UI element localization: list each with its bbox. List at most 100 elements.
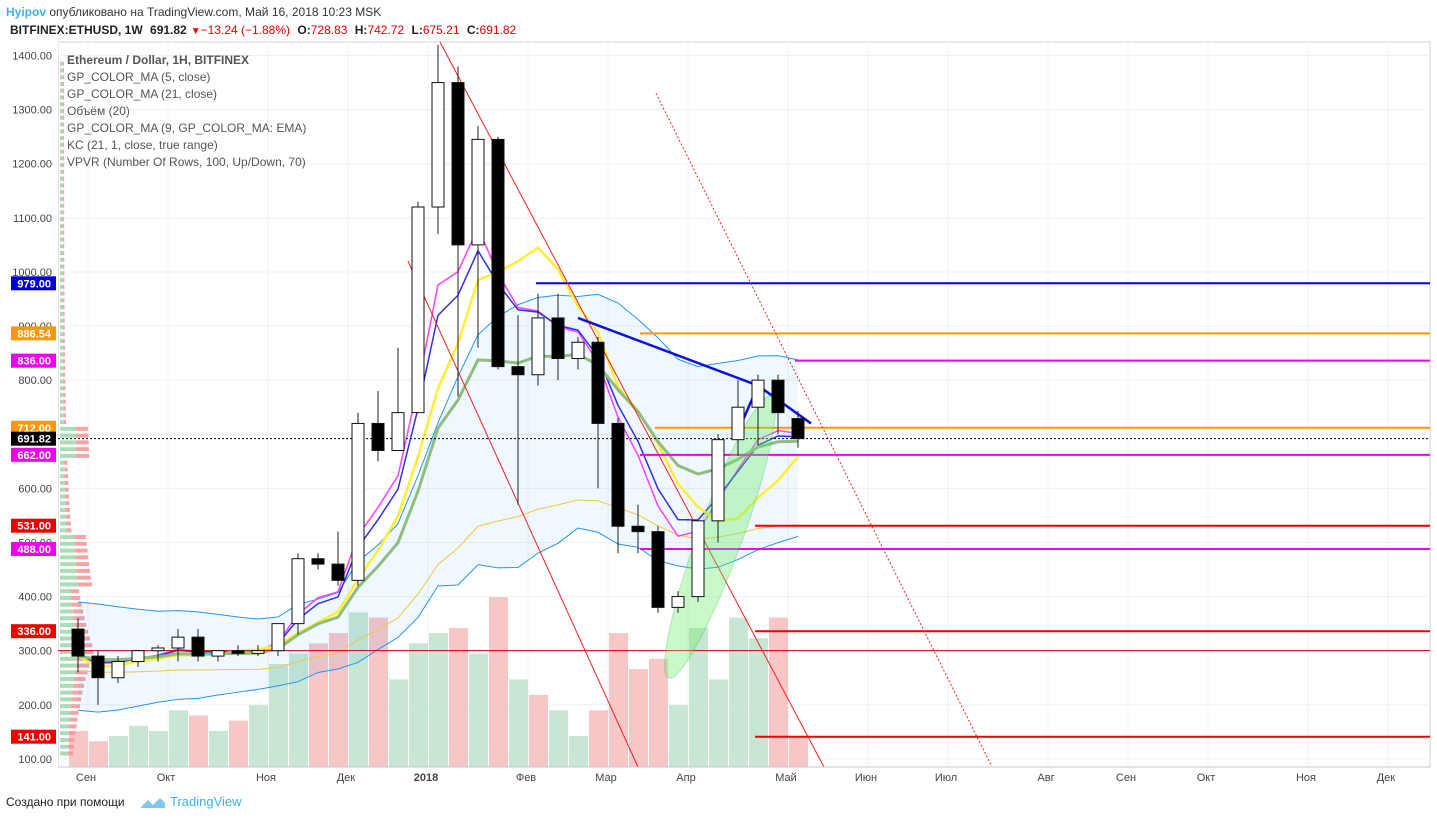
volume-profile-up-bar <box>60 156 63 161</box>
volume-bar <box>729 617 748 767</box>
candle-body <box>91 655 105 679</box>
volume-profile-up-bar <box>60 453 77 458</box>
candle <box>651 526 665 613</box>
candle <box>71 618 85 673</box>
volume-profile-up-bar <box>60 102 63 107</box>
volume-bar <box>749 638 768 767</box>
volume-profile-down-bar <box>62 365 66 370</box>
candle <box>371 390 385 462</box>
price-level-tag <box>11 541 56 556</box>
volume-profile-down-bar <box>62 230 65 235</box>
volume-bar <box>89 741 108 767</box>
volume-profile-up-bar <box>60 562 76 567</box>
ohlc-low: 675.21 <box>422 23 460 37</box>
volume-profile-up-bar <box>60 95 63 100</box>
candle <box>271 623 285 657</box>
volume-profile-up-bar <box>60 142 63 147</box>
time-axis-tick-label: Сен <box>1116 772 1136 784</box>
volume-profile-down-bar <box>62 75 65 80</box>
volume-bar <box>169 710 188 767</box>
candle-body <box>711 439 725 522</box>
volume-profile-up-bar <box>60 656 78 661</box>
price-level-tag <box>11 276 56 291</box>
candle <box>671 591 685 613</box>
price-level-label: 141.00 <box>17 732 51 744</box>
legend-item: GP_COLOR_MA (9, GP_COLOR_MA: EMA) <box>67 121 306 135</box>
legend-item: GP_COLOR_MA (21, close) <box>67 87 217 101</box>
price-axis-tick-label: 1200.00 <box>12 159 52 171</box>
ohlc-high-label: H: <box>354 23 368 37</box>
volume-profile-up-bar <box>60 460 65 465</box>
volume-profile-down-bar <box>62 257 65 262</box>
volume-profile-up-bar <box>60 528 67 533</box>
author-link[interactable]: Hyipov <box>6 5 47 19</box>
volume-profile-down-bar <box>62 102 65 107</box>
ohlc-high: 742.72 <box>367 23 405 37</box>
volume-profile-up-bar <box>60 217 63 222</box>
volume-profile-up-bar <box>60 61 63 66</box>
volume-bar <box>129 725 148 767</box>
volume-profile-down-bar <box>75 447 89 452</box>
volume-bar <box>449 627 468 767</box>
candle-body <box>231 650 245 654</box>
price-level-label: 488.00 <box>17 544 51 556</box>
candle <box>251 645 265 657</box>
volume-profile-up-bar <box>60 541 75 546</box>
volume-profile-down-bar <box>63 406 66 411</box>
candle <box>151 645 165 662</box>
legend-item: Ethereum / Dollar, 1H, BITFINEX <box>67 53 249 67</box>
volume-bar <box>789 736 808 767</box>
volume-bar <box>249 705 268 767</box>
candle <box>351 412 365 586</box>
volume-profile-down-bar <box>62 122 65 127</box>
volume-bar <box>589 710 608 767</box>
candle <box>391 347 405 451</box>
ohlc-close: 691.82 <box>479 23 517 37</box>
down-arrow-icon: ▼ <box>190 26 201 37</box>
volume-profile-up-bar <box>60 68 63 73</box>
candle <box>551 293 565 381</box>
volume-profile-up-bar <box>60 420 64 425</box>
volume-bar <box>189 715 208 767</box>
volume-profile-down-bar <box>62 379 66 384</box>
candle-body <box>191 636 205 657</box>
candle <box>191 629 205 662</box>
candle <box>771 374 785 435</box>
volume-profile-down-bar <box>62 311 65 316</box>
tradingview-link[interactable]: TradingView <box>170 794 242 809</box>
volume-profile-up-bar <box>60 548 76 553</box>
tradingview-logo-icon <box>141 798 165 808</box>
volume-profile-down-bar <box>62 68 65 73</box>
volume-profile-up-bar <box>60 136 63 141</box>
volume-bar <box>369 617 388 767</box>
candle <box>591 336 605 489</box>
volume-profile-up-bar <box>60 210 63 215</box>
time-axis-tick-label: Май <box>775 772 797 784</box>
volume-profile-up-bar <box>60 359 63 364</box>
candle-body <box>551 317 565 360</box>
candle-body <box>211 650 225 657</box>
volume-profile-down-bar <box>65 514 71 519</box>
volume-profile-up-bar <box>60 487 65 492</box>
volume-profile-up-bar <box>60 480 65 485</box>
price-level-tag <box>11 729 56 744</box>
volume-profile-down-bar <box>71 602 82 607</box>
candle-body <box>531 317 545 376</box>
chart-header: Hyipov опубликовано на TradingView.com, … <box>0 0 1437 44</box>
volume-profile-down-bar <box>75 548 88 553</box>
volume-bar <box>389 679 408 767</box>
volume-profile-up-bar <box>60 386 63 391</box>
trend-line-lower <box>407 260 639 768</box>
volume-profile-down-bar <box>65 501 70 506</box>
price-chart[interactable]: 100.00200.00300.00400.00500.00600.00700.… <box>0 40 1437 790</box>
volume-profile-up-bar <box>60 278 63 283</box>
volume-profile-down-bar <box>62 176 65 181</box>
volume-profile-down-bar <box>62 163 65 168</box>
time-axis-tick-label: Июл <box>935 772 957 784</box>
candle <box>751 374 765 446</box>
volume-profile-up-bar <box>60 318 63 323</box>
volume-profile-down-bar <box>76 453 90 458</box>
candle-body <box>451 82 465 246</box>
candle <box>311 553 325 570</box>
volume-profile-down-bar <box>62 149 65 154</box>
